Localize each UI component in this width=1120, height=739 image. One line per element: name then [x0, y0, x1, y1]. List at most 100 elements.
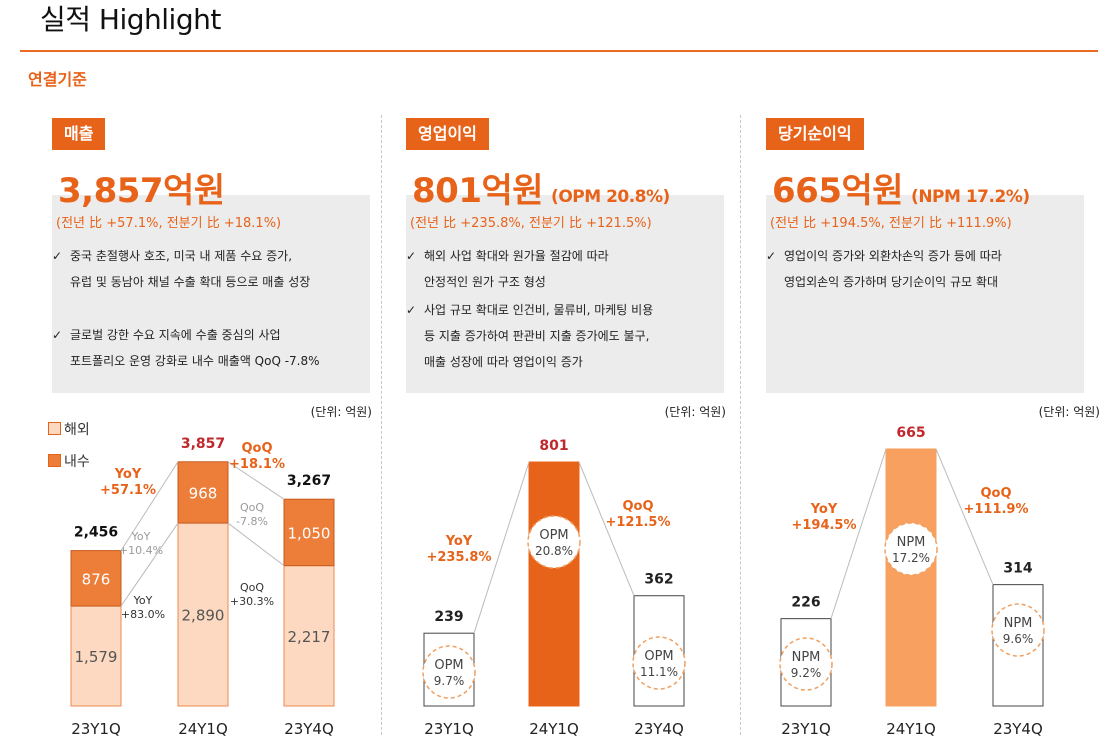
bar-value: 314 [1003, 561, 1032, 577]
margin-badge-name: NPM [792, 650, 821, 665]
x-tick-label: 24Y1Q [886, 720, 936, 738]
qoq-annotation-label: QoQ [622, 499, 653, 514]
qoq-total-annotation-label: QoQ [241, 441, 272, 456]
check-icon: ✓ [52, 328, 63, 342]
x-tick-label: 23Y1Q [781, 720, 831, 738]
qoq-overseas-annotation-value: +30.3% [230, 595, 274, 608]
op-headline-value: 801억원 [412, 171, 544, 211]
legend-domestic: 내수 [48, 451, 90, 471]
ni-headline-value: 665억원 [772, 171, 904, 211]
margin-badge-name: NPM [897, 535, 926, 550]
qoq-domestic-annotation-value: -7.8% [236, 515, 268, 528]
bar-total-value: 3,857 [181, 436, 225, 452]
connector-line [227, 461, 285, 500]
legend-label: 내수 [64, 454, 90, 470]
margin-badge-value: 20.8% [535, 544, 573, 558]
revenue-tag: 매출 [52, 118, 106, 150]
operating-profit-panel: 영업이익 801억원 (OPM 20.8%) (전년 比 +235.8%, 전분기… [400, 115, 740, 739]
qoq-annotation-value: +111.9% [963, 502, 1028, 517]
qoq-annotation-label: QoQ [980, 486, 1011, 501]
margin-badge [991, 603, 1045, 657]
bar-domestic [70, 550, 122, 607]
bar-value: 665 [896, 425, 925, 441]
margin-badge [422, 645, 476, 699]
x-tick-label: 23Y4Q [993, 720, 1043, 738]
yoy-domestic-annotation-label: YoY [131, 530, 151, 543]
x-tick-label: 23Y1Q [71, 720, 121, 738]
op-headline-note: (OPM 20.8%) [551, 187, 670, 207]
bullet-line: 글로벌 강한 수요 지속에 수출 중심의 사업 [70, 328, 281, 342]
unit-label: (단위: 억원) [664, 405, 726, 419]
x-tick-label: 23Y4Q [634, 720, 684, 738]
margin-badge [527, 515, 581, 569]
op-summary-box [406, 195, 724, 393]
legend-label: 해외 [64, 422, 90, 438]
title-rule [20, 50, 1098, 52]
yoy-overseas-annotation-label: YoY [133, 594, 153, 607]
bar-overseas [177, 522, 229, 707]
op-headline: 801억원 (OPM 20.8%) [412, 163, 670, 212]
yoy-total-annotation-value: +57.1% [100, 483, 156, 498]
bullet-line: 영업외손익 증가하며 당기순이익 규모 확대 [784, 275, 998, 289]
yoy-annotation-value: +235.8% [426, 550, 491, 565]
yoy-annotation-value: +194.5% [791, 518, 856, 533]
bar-value: 226 [791, 595, 820, 611]
margin-badge-name: OPM [644, 649, 673, 664]
margin-badge-value: 11.1% [640, 665, 678, 679]
qoq-total-annotation-value: +18.1% [229, 457, 285, 472]
margin-badge [884, 522, 938, 576]
yoy-overseas-annotation-value: +83.0% [121, 608, 165, 621]
qoq-domestic-annotation-label: QoQ [240, 501, 264, 514]
bar-overseas-value: 1,579 [75, 648, 118, 666]
revenue-bullet-1: ✓ 중국 춘절행사 호조, 미국 내 제품 수요 증가, 유럽 및 동남아 채널 … [52, 243, 310, 295]
bullet-line: 사업 규모 확대로 인건비, 물류비, 마케팅 비용 [424, 303, 654, 317]
x-tick-label: 24Y1Q [529, 720, 579, 738]
x-tick-label: 24Y1Q [178, 720, 228, 738]
revenue-panel: 매출 3,857억원 (전년 比 +57.1%, 전분기 比 +18.1%) ✓… [46, 115, 386, 739]
ni-headline: 665억원 (NPM 17.2%) [772, 163, 1030, 212]
yoy-annotation-label: YoY [810, 502, 838, 517]
page-title: 실적 Highlight [40, 3, 221, 36]
bar-overseas-value: 2,890 [182, 607, 225, 625]
margin-badge-name: NPM [1004, 616, 1033, 631]
connector-line [227, 522, 285, 567]
connector-line [120, 461, 179, 551]
margin-badge-value: 9.7% [434, 674, 465, 688]
bar-value: 239 [434, 609, 463, 625]
connector-line [120, 522, 179, 607]
op-tag: 영업이익 [406, 118, 489, 150]
legend-swatch-domestic [48, 454, 61, 467]
margin-badge [632, 636, 686, 690]
bar-domestic-value: 968 [189, 484, 218, 502]
check-icon: ✓ [406, 303, 417, 317]
revenue-headline: 3,857억원 [58, 163, 225, 212]
check-icon: ✓ [52, 249, 63, 263]
margin-badge-name: OPM [539, 528, 568, 543]
bar-value: 801 [539, 438, 568, 454]
margin-badge [779, 637, 833, 691]
yoy-annotation-label: YoY [445, 534, 473, 549]
bar-domestic-value: 1,050 [288, 524, 331, 542]
bar [885, 448, 937, 707]
margin-badge-value: 17.2% [892, 551, 930, 565]
bullet-line: 영업이익 증가와 외환차손익 증가 등에 따라 [784, 249, 1002, 263]
connector-line [830, 448, 887, 619]
x-tick-label: 23Y4Q [284, 720, 334, 738]
op-bullet-2: ✓ 사업 규모 확대로 인건비, 물류비, 마케팅 비용 등 지출 증가하여 판관… [406, 297, 653, 375]
revenue-growth: (전년 比 +57.1%, 전분기 比 +18.1%) [56, 216, 282, 231]
basis-label: 연결기준 [28, 70, 87, 89]
check-icon: ✓ [766, 249, 777, 263]
bar-total-value: 2,456 [74, 525, 118, 541]
op-bullet-1: ✓ 해외 사업 확대와 원가율 절감에 따라 안정적인 원가 구조 형성 [406, 243, 609, 295]
bar-domestic [283, 498, 335, 567]
qoq-overseas-annotation-label: QoQ [240, 581, 264, 594]
bullet-line: 매출 성장에 따라 영업이익 증가 [424, 355, 583, 369]
legend-swatch-overseas [48, 422, 61, 435]
bar-overseas [283, 565, 335, 707]
ni-growth: (전년 比 +194.5%, 전분기 比 +111.9%) [770, 216, 1012, 231]
bar-value: 362 [644, 572, 673, 588]
op-growth: (전년 比 +235.8%, 전분기 比 +121.5%) [410, 216, 652, 231]
unit-label: (단위: 억원) [1038, 405, 1100, 419]
margin-badge-name: OPM [434, 658, 463, 673]
revenue-summary-box [52, 195, 370, 393]
